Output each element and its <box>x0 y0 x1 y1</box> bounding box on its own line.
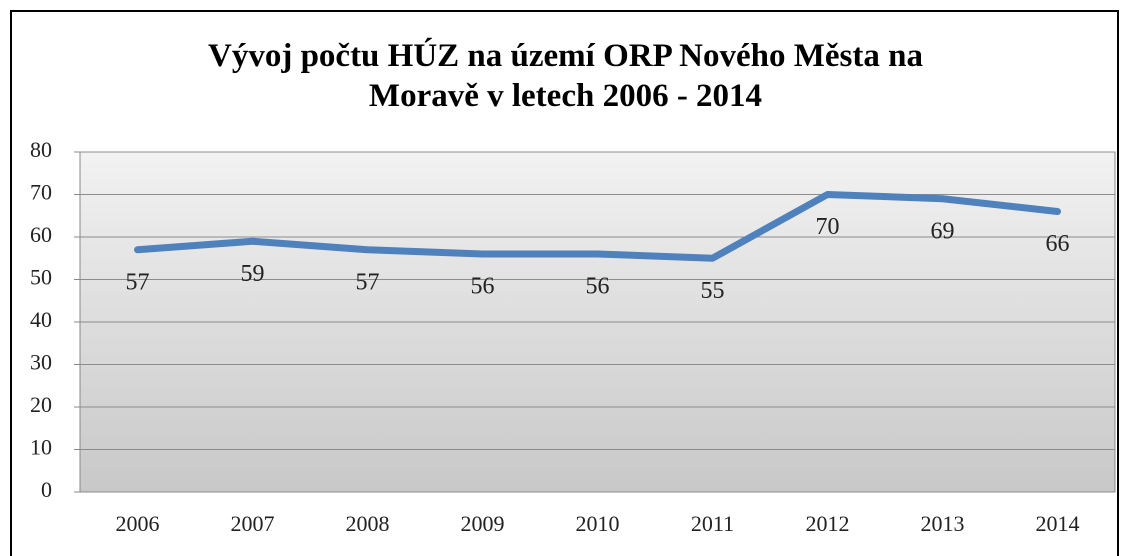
y-tick-label: 80 <box>30 137 52 162</box>
data-line <box>134 191 1061 262</box>
y-tick-label: 20 <box>30 392 52 417</box>
data-label: 56 <box>471 274 495 300</box>
chart-title: Vývoj počtu HÚZ na území ORP Nového Měst… <box>208 38 923 114</box>
x-tick-label: 2007 <box>231 511 275 536</box>
data-label: 70 <box>816 214 840 240</box>
x-tick-label: 2009 <box>461 511 505 536</box>
data-label: 57 <box>126 269 150 295</box>
data-label: 56 <box>586 274 610 300</box>
y-tick-label: 60 <box>30 222 52 247</box>
x-tick-label: 2012 <box>806 511 850 536</box>
x-tick-label: 2008 <box>346 511 390 536</box>
y-tick-label: 30 <box>30 350 52 375</box>
x-tick-label: 2010 <box>576 511 620 536</box>
y-tick-label: 10 <box>30 435 52 460</box>
data-label: 57 <box>356 269 380 295</box>
y-tick-label: 40 <box>30 307 52 332</box>
x-tick-label: 2011 <box>691 511 734 536</box>
y-tick-label: 70 <box>30 180 52 205</box>
data-label: 59 <box>241 261 265 287</box>
y-tick-label: 0 <box>41 477 52 502</box>
y-tick-label: 50 <box>30 265 52 290</box>
x-tick-label: 2014 <box>1036 511 1080 536</box>
x-tick-label: 2006 <box>116 511 160 536</box>
data-label: 69 <box>931 218 955 244</box>
data-label: 66 <box>1046 231 1070 257</box>
x-tick-label: 2013 <box>921 511 965 536</box>
data-label: 55 <box>701 278 725 304</box>
